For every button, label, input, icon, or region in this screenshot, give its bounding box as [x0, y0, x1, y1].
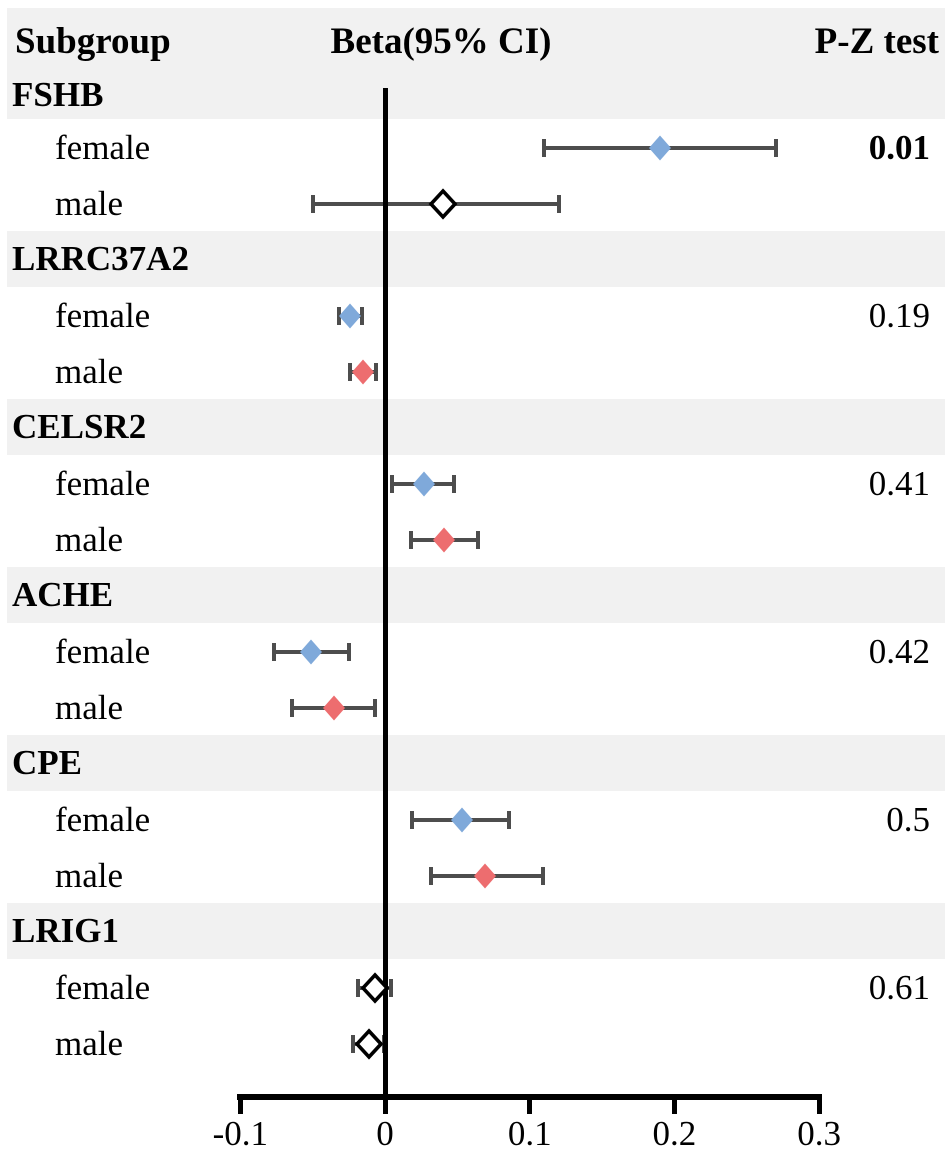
p-value: 0.5: [886, 800, 930, 839]
p-value: 0.41: [868, 464, 930, 503]
diamond-marker-filled-blue: [413, 471, 436, 497]
gene-label: ACHE: [12, 575, 114, 614]
gene-band: [7, 903, 945, 959]
column-header-beta-ci: Beta(95% CI): [330, 21, 552, 62]
gene-label: FSHB: [12, 75, 104, 114]
diamond-marker-open-diamond: [428, 188, 458, 220]
ci-cap-left: [410, 811, 415, 829]
ci-cap-left: [542, 139, 547, 157]
row-label: male: [55, 856, 124, 895]
ci-cap-right: [540, 867, 545, 885]
column-header-pz-test: P-Z test: [814, 21, 939, 62]
x-axis-line: [237, 1094, 823, 1100]
diamond-marker-filled-red: [473, 863, 496, 889]
p-value: 0.61: [868, 968, 930, 1007]
ci-cap-right: [346, 643, 351, 661]
x-axis-tick-label: 0.3: [797, 1114, 841, 1153]
row-label: female: [55, 800, 151, 839]
ci-cap-left: [355, 979, 360, 997]
ci-cap-right: [452, 475, 457, 493]
zero-reference-line: [382, 88, 388, 1100]
row-label: male: [55, 1024, 124, 1063]
ci-cap-left: [429, 867, 434, 885]
ci-cap-right: [556, 195, 561, 213]
row-label: male: [55, 520, 124, 559]
ci-cap-right: [475, 531, 480, 549]
x-axis-tick-label: 0.2: [652, 1114, 697, 1153]
ci-cap-left: [390, 475, 395, 493]
gene-label: CPE: [12, 743, 82, 782]
diamond-marker-filled-red: [323, 695, 346, 721]
row-label: female: [55, 632, 151, 671]
gene-label: LRRC37A2: [12, 239, 189, 278]
row-label: female: [55, 968, 151, 1007]
row-label: male: [55, 688, 124, 727]
ci-cap-right: [773, 139, 778, 157]
x-axis-tick: [671, 1100, 677, 1114]
ci-cap-left: [336, 307, 341, 325]
x-axis-tick: [527, 1100, 533, 1114]
ci-cap-right: [374, 363, 379, 381]
row-label: female: [55, 128, 151, 167]
x-axis-tick-label: 0: [376, 1114, 394, 1153]
x-axis-tick: [382, 1100, 388, 1114]
row-label: male: [55, 184, 124, 223]
gene-band: [7, 567, 945, 623]
diamond-marker-filled-red: [352, 359, 375, 385]
row-label: female: [55, 296, 151, 335]
p-value: 0.42: [868, 632, 930, 671]
p-value: 0.01: [868, 128, 930, 167]
x-axis-tick-label: 0.1: [507, 1114, 552, 1153]
row-label: male: [55, 352, 124, 391]
ci-cap-left: [310, 195, 315, 213]
diamond-marker-filled-blue: [300, 639, 323, 665]
gene-band: [7, 399, 945, 455]
ci-cap-right: [388, 979, 393, 997]
gene-band: [7, 8, 945, 119]
x-axis-tick-label: -0.1: [212, 1114, 268, 1153]
ci-cap-right: [372, 699, 377, 717]
x-axis-tick: [237, 1100, 243, 1114]
gene-label: LRIG1: [12, 911, 119, 950]
diamond-marker-filled-blue: [648, 135, 671, 161]
diamond-marker-open-diamond: [360, 972, 390, 1004]
x-axis-tick: [816, 1100, 822, 1114]
ci-cap-left: [351, 1035, 356, 1053]
ci-cap-right: [359, 307, 364, 325]
column-header-subgroup: Subgroup: [15, 21, 171, 62]
gene-band: [7, 231, 945, 287]
diamond-marker-filled-blue: [450, 807, 473, 833]
gene-label: CELSR2: [12, 407, 147, 446]
diamond-marker-filled-blue: [339, 303, 362, 329]
p-value: 0.19: [868, 296, 930, 335]
diamond-marker-open-diamond: [354, 1028, 384, 1060]
diamond-marker-filled-red: [433, 527, 456, 553]
gene-band: [7, 735, 945, 791]
ci-cap-right: [507, 811, 512, 829]
ci-cap-left: [271, 643, 276, 661]
row-label: female: [55, 464, 151, 503]
ci-cap-left: [290, 699, 295, 717]
ci-cap-left: [348, 363, 353, 381]
ci-cap-left: [409, 531, 414, 549]
